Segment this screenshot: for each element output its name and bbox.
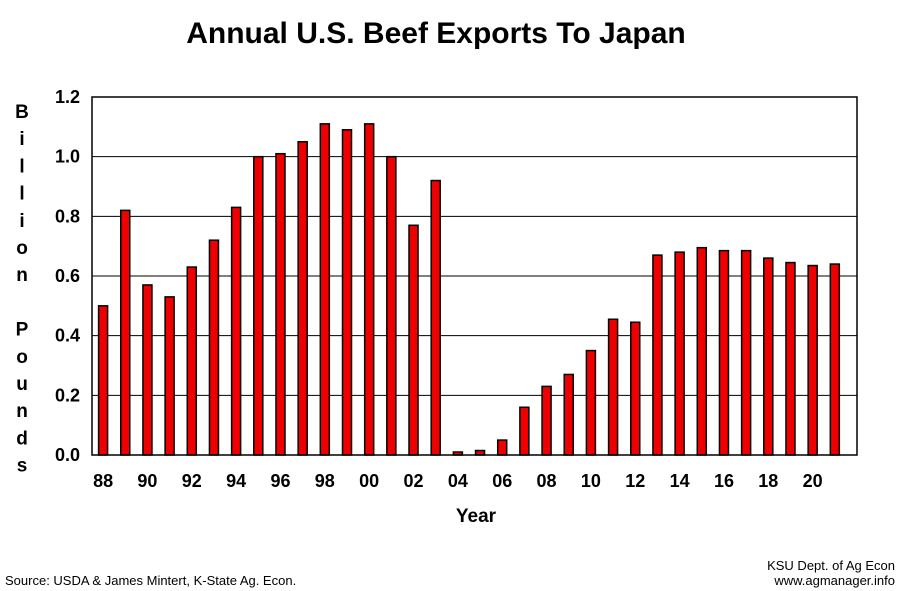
y-tick-label: 0.2	[55, 385, 80, 405]
x-tick-label: 16	[714, 471, 734, 491]
x-tick-label: 04	[448, 471, 468, 491]
y-tick-label: 0.6	[55, 266, 80, 286]
y-tick-label: 0.8	[55, 206, 80, 226]
x-tick-label: 88	[93, 471, 113, 491]
bar-11	[607, 318, 619, 456]
bar-06	[496, 439, 508, 456]
bar-92	[186, 266, 198, 456]
x-tick-label: 08	[537, 471, 557, 491]
bar-98	[319, 123, 331, 456]
bar-93	[208, 239, 220, 456]
bar-17	[740, 249, 752, 456]
bar-03	[430, 179, 441, 456]
x-tick-label: 18	[758, 471, 778, 491]
bar-14	[674, 251, 685, 456]
bar-12	[630, 321, 641, 456]
x-tick-label: 92	[182, 471, 202, 491]
bar-18	[763, 257, 774, 456]
x-tick-label: 12	[625, 471, 645, 491]
source-note: Source: USDA & James Mintert, K-State Ag…	[5, 573, 296, 588]
x-tick-label: 90	[137, 471, 157, 491]
x-tick-label: 14	[670, 471, 690, 491]
bar-20	[807, 264, 818, 456]
bar-89	[120, 209, 131, 456]
credit-website: www.agmanager.info	[773, 573, 895, 588]
x-axis-title: Year	[456, 506, 497, 527]
y-tick-label: 0.4	[55, 326, 80, 346]
bar-94	[230, 206, 242, 456]
bar-90	[142, 284, 153, 456]
credit-dept: KSU Dept. of Ag Econ	[767, 558, 895, 573]
bar-95	[253, 155, 264, 456]
bar-19	[785, 261, 796, 456]
bar-07	[519, 406, 530, 456]
bar-15	[696, 246, 708, 456]
x-tick-label: 06	[492, 471, 512, 491]
gridlines	[92, 156, 857, 396]
bar-10	[585, 349, 597, 456]
bar-02	[408, 224, 419, 456]
x-tick-label: 98	[315, 471, 335, 491]
y-tick-label: 0.0	[55, 445, 80, 465]
bar-97	[297, 141, 308, 456]
bar-99	[341, 129, 353, 456]
plot-area-frame	[91, 96, 858, 456]
bar-16	[718, 249, 730, 456]
x-axis-ticks: 88 90 92 94 96 98 00 02 04 06 08 10 12 14 16 18 20	[93, 471, 823, 491]
bar-08	[541, 385, 552, 456]
bar-96	[275, 152, 286, 456]
bar-13	[652, 254, 663, 456]
x-tick-label: 94	[226, 471, 246, 491]
y-tick-label: 1.0	[55, 147, 80, 167]
bar-88	[97, 305, 109, 456]
chart-title: Annual U.S. Beef Exports To Japan	[186, 17, 686, 50]
y-axis-ticks: 0.0 0.2 0.4 0.6 0.8 1.0 1.2	[55, 87, 80, 465]
x-tick-label: 00	[359, 471, 379, 491]
bar-91	[164, 296, 175, 456]
y-tick-label: 1.2	[55, 87, 80, 107]
bar-01	[386, 155, 397, 456]
bar-00	[363, 123, 375, 456]
x-tick-label: 96	[270, 471, 290, 491]
x-tick-label: 20	[803, 471, 823, 491]
bar-21	[829, 263, 841, 456]
bar-09	[563, 373, 574, 456]
x-tick-label: 02	[404, 471, 424, 491]
x-tick-label: 10	[581, 471, 601, 491]
bars	[97, 123, 841, 456]
